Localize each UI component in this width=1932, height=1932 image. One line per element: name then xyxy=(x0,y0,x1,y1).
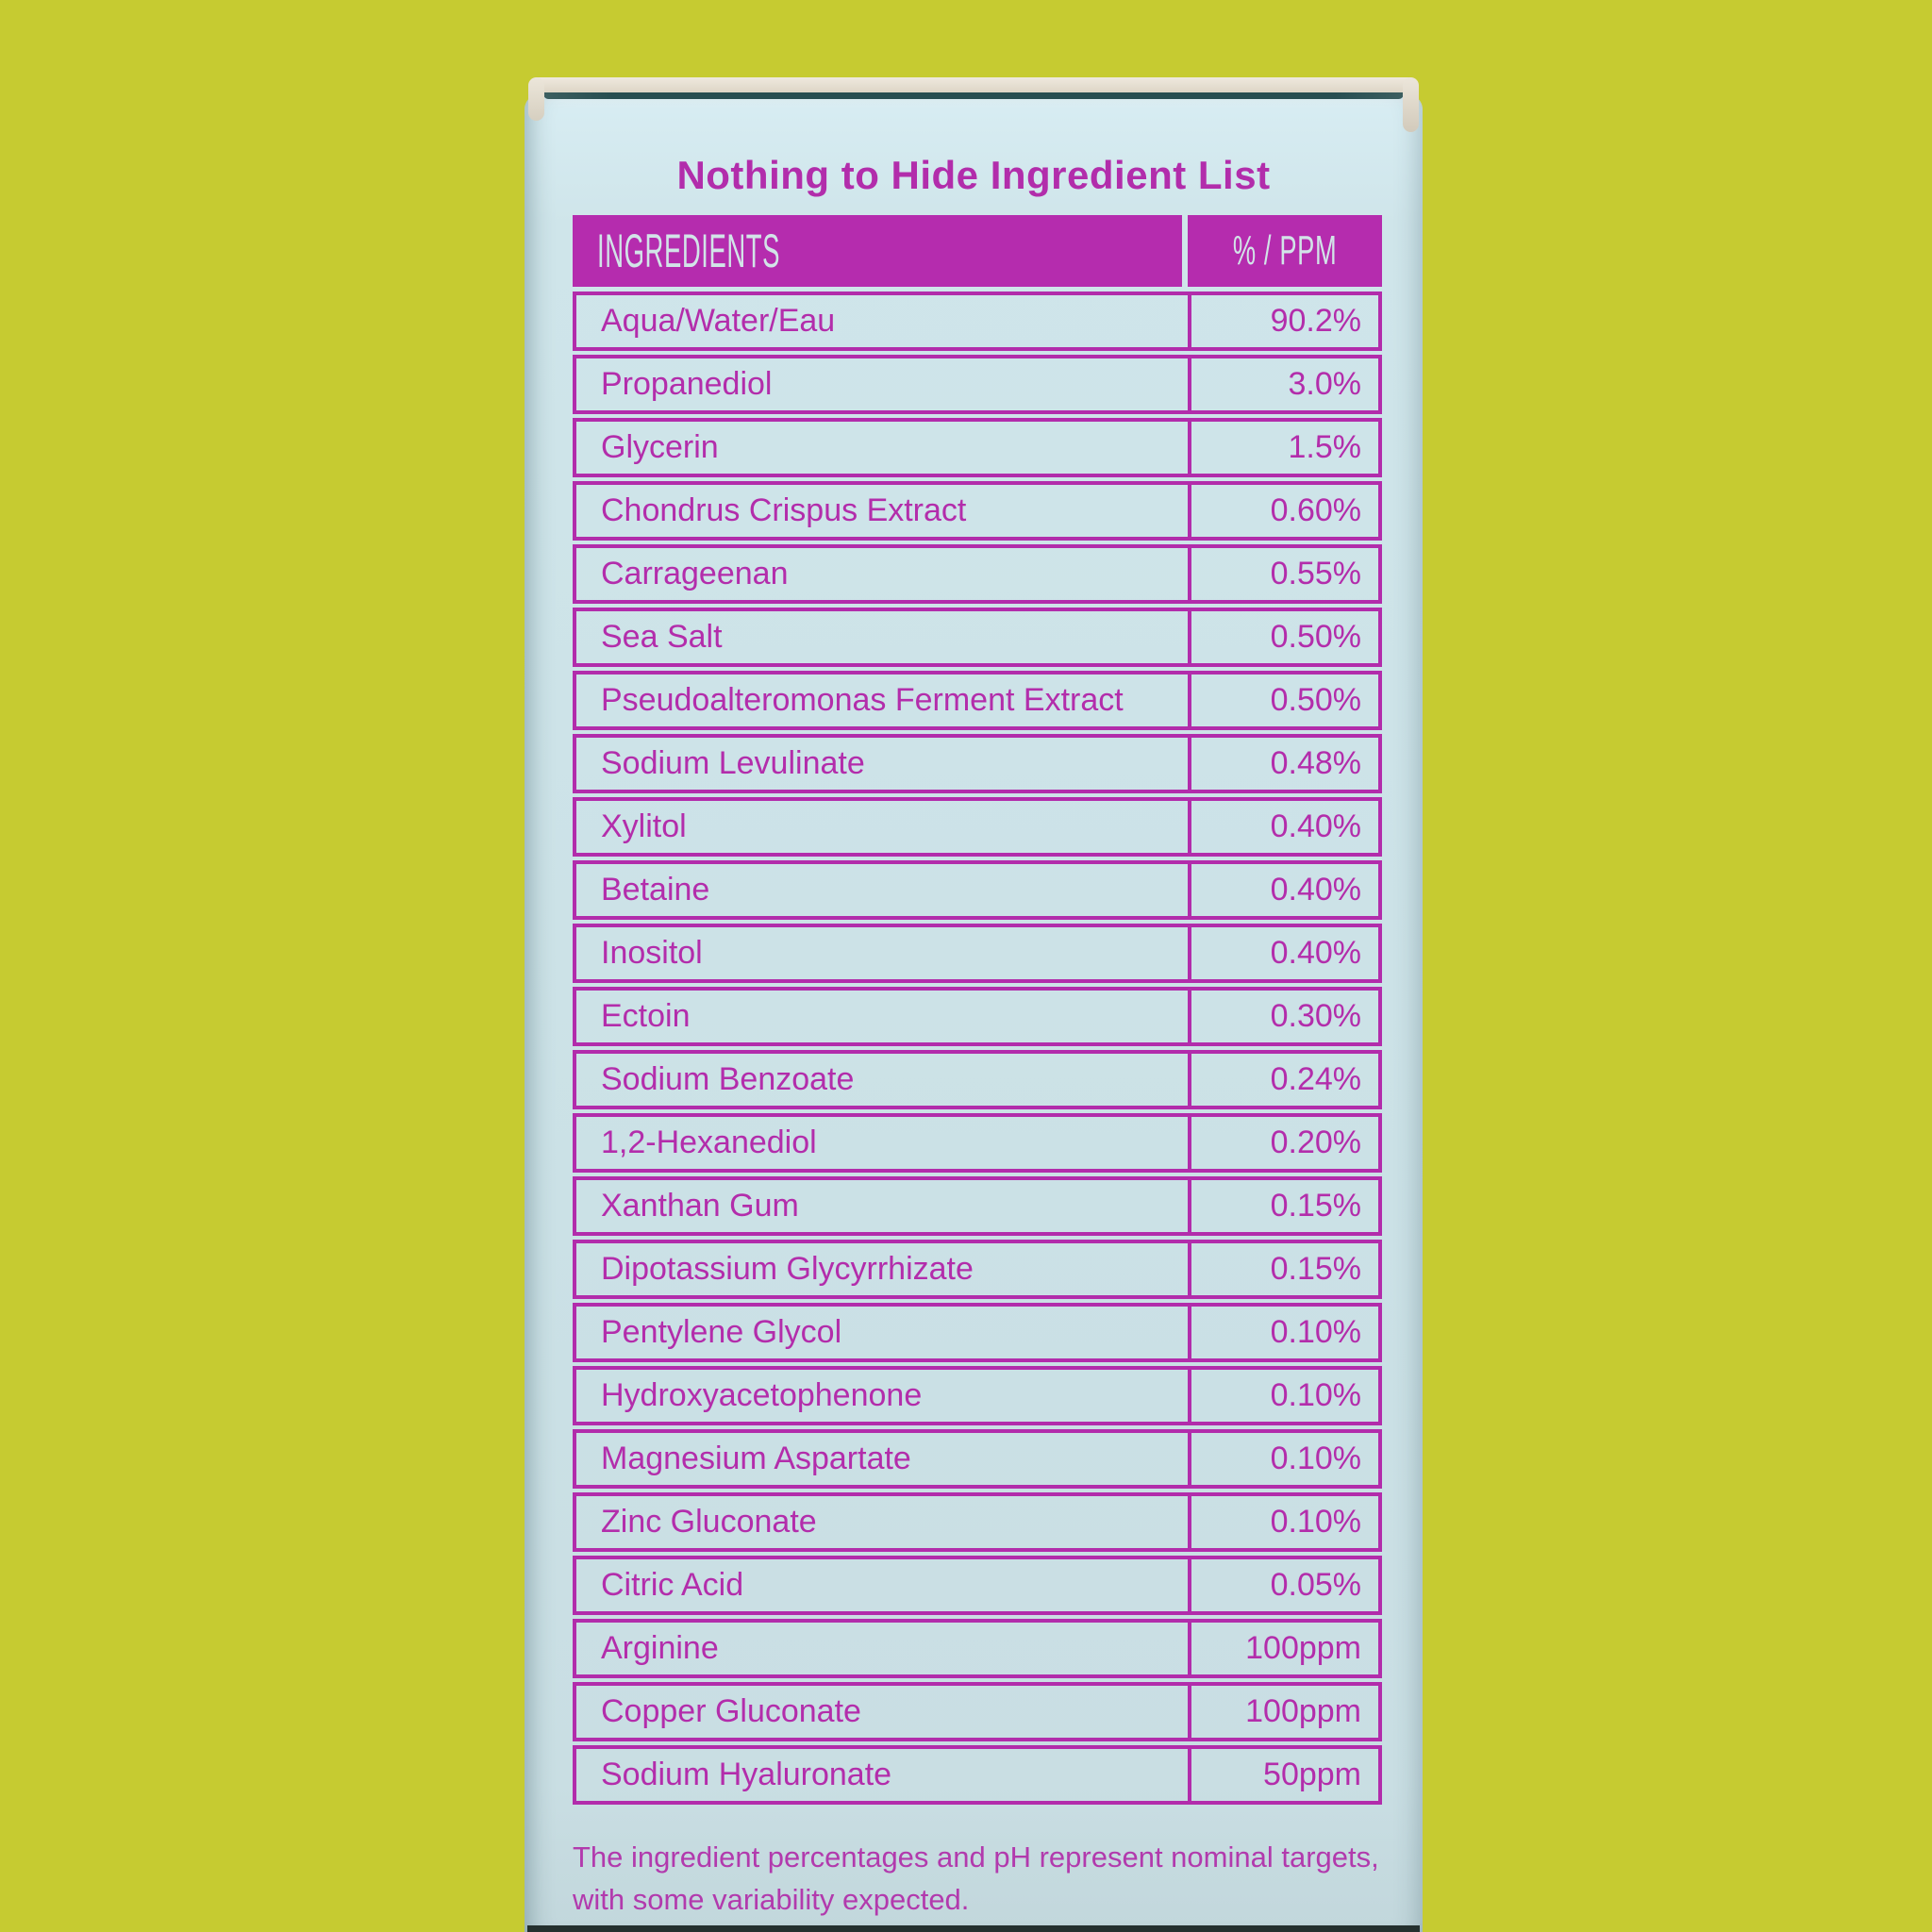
ingredient-value-cell: 0.05% xyxy=(1188,1559,1378,1611)
table-row: Betaine 0.40% xyxy=(573,860,1382,920)
table-row: Carrageenan 0.55% xyxy=(573,544,1382,604)
ingredient-name-cell: Inositol xyxy=(601,935,703,971)
ingredient-value-cell: 90.2% xyxy=(1188,295,1378,347)
ingredient-value-cell: 0.10% xyxy=(1188,1307,1378,1358)
ingredient-value-cell: 100ppm xyxy=(1188,1686,1378,1738)
column-header-percent-ppm: % / PPM xyxy=(1188,215,1382,287)
table-row: Arginine 100ppm xyxy=(573,1619,1382,1678)
table-row: Ectoin 0.30% xyxy=(573,987,1382,1046)
ingredient-value-cell: 0.40% xyxy=(1188,801,1378,853)
column-header-ingredients-label: INGREDIENTS xyxy=(597,225,780,277)
product-box: Nothing to Hide Ingredient List INGREDIE… xyxy=(525,77,1423,1932)
table-row: Xanthan Gum 0.15% xyxy=(573,1176,1382,1236)
ingredient-value-cell: 0.48% xyxy=(1188,738,1378,790)
ingredient-name-cell: Ectoin xyxy=(601,998,691,1034)
ingredient-value-cell: 0.30% xyxy=(1188,991,1378,1042)
table-row: Pseudoalteromonas Ferment Extract 0.50% xyxy=(573,671,1382,730)
ingredient-name-cell: Sodium Benzoate xyxy=(601,1061,855,1097)
table-row: Dipotassium Glycyrrhizate 0.15% xyxy=(573,1240,1382,1299)
table-row: Chondrus Crispus Extract 0.60% xyxy=(573,481,1382,541)
ingredient-name-cell: Chondrus Crispus Extract xyxy=(601,492,967,528)
ingredient-value-cell: 3.0% xyxy=(1188,358,1378,410)
table-row: Xylitol 0.40% xyxy=(573,797,1382,857)
ingredient-value-cell: 1.5% xyxy=(1188,422,1378,474)
table-row: Propanediol 3.0% xyxy=(573,355,1382,414)
ingredient-name-cell: Aqua/Water/Eau xyxy=(601,303,836,339)
table-row: Sodium Levulinate 0.48% xyxy=(573,734,1382,793)
table-row: Pentylene Glycol 0.10% xyxy=(573,1303,1382,1362)
ingredient-name-cell: 1,2-Hexanediol xyxy=(601,1124,817,1160)
table-row: Sodium Benzoate 0.24% xyxy=(573,1050,1382,1109)
ingredient-value-cell: 0.10% xyxy=(1188,1496,1378,1548)
ingredient-name-cell: Sodium Levulinate xyxy=(601,745,865,781)
ingredient-value-cell: 0.15% xyxy=(1188,1243,1378,1295)
table-header-row: INGREDIENTS % / PPM xyxy=(573,215,1382,287)
ingredient-name-cell: Dipotassium Glycyrrhizate xyxy=(601,1251,974,1287)
table-row: 1,2-Hexanediol 0.20% xyxy=(573,1113,1382,1173)
ingredient-value-cell: 0.55% xyxy=(1188,548,1378,600)
ingredient-value-cell: 0.40% xyxy=(1188,864,1378,916)
ingredient-name-cell: Sodium Hyaluronate xyxy=(601,1757,892,1792)
ingredient-value-cell: 0.24% xyxy=(1188,1054,1378,1106)
ingredient-name-cell: Betaine xyxy=(601,872,710,908)
column-header-percent-ppm-label: % / PPM xyxy=(1232,227,1338,274)
ingredient-table: INGREDIENTS % / PPM Aqua/Water/Eau 90.2%… xyxy=(573,215,1382,1808)
table-row: Glycerin 1.5% xyxy=(573,418,1382,477)
ingredient-value-cell: 0.20% xyxy=(1188,1117,1378,1169)
table-row: Inositol 0.40% xyxy=(573,924,1382,983)
ingredient-value-cell: 0.10% xyxy=(1188,1370,1378,1422)
ingredient-name-cell: Xylitol xyxy=(601,808,687,844)
table-body: Aqua/Water/Eau 90.2% Propanediol 3.0% Gl… xyxy=(573,291,1382,1805)
disclaimer-line-1: The ingredient percentages and pH repres… xyxy=(573,1840,1379,1874)
disclaimer-text: The ingredient percentages and pH repres… xyxy=(573,1836,1422,1921)
page-title: Nothing to Hide Ingredient List xyxy=(676,153,1271,197)
ingredient-value-cell: 0.50% xyxy=(1188,675,1378,726)
ingredient-name-cell: Xanthan Gum xyxy=(601,1188,799,1224)
disclaimer-line-2: with some variability expected. xyxy=(573,1883,970,1916)
ingredient-value-cell: 0.10% xyxy=(1188,1433,1378,1485)
ingredient-name-cell: Citric Acid xyxy=(601,1567,744,1603)
ingredient-name-cell: Pentylene Glycol xyxy=(601,1314,842,1350)
ingredient-name-cell: Glycerin xyxy=(601,429,719,465)
ingredient-name-cell: Zinc Gluconate xyxy=(601,1504,817,1540)
box-top-crease xyxy=(543,89,1404,99)
table-row: Hydroxyacetophenone 0.10% xyxy=(573,1366,1382,1425)
ingredient-name-cell: Hydroxyacetophenone xyxy=(601,1377,923,1413)
ingredient-value-cell: 0.50% xyxy=(1188,611,1378,663)
table-row: Citric Acid 0.05% xyxy=(573,1556,1382,1615)
box-bottom-edge xyxy=(527,1925,1420,1932)
ingredient-name-cell: Copper Gluconate xyxy=(601,1693,861,1729)
table-row: Aqua/Water/Eau 90.2% xyxy=(573,291,1382,351)
box-top-flap-edge xyxy=(528,77,1419,132)
table-row: Sodium Hyaluronate 50ppm xyxy=(573,1745,1382,1805)
ingredient-name-cell: Pseudoalteromonas Ferment Extract xyxy=(601,682,1124,718)
ingredient-value-cell: 0.40% xyxy=(1188,927,1378,979)
ingredient-name-cell: Magnesium Aspartate xyxy=(601,1441,911,1476)
table-row: Zinc Gluconate 0.10% xyxy=(573,1492,1382,1552)
column-header-ingredients: INGREDIENTS xyxy=(573,215,1182,287)
table-row: Magnesium Aspartate 0.10% xyxy=(573,1429,1382,1489)
ingredient-value-cell: 50ppm xyxy=(1188,1749,1378,1801)
box-front-face: Nothing to Hide Ingredient List INGREDIE… xyxy=(525,94,1423,1932)
ingredient-name-cell: Propanediol xyxy=(601,366,773,402)
table-row: Sea Salt 0.50% xyxy=(573,608,1382,667)
table-row: Copper Gluconate 100ppm xyxy=(573,1682,1382,1741)
ingredient-name-cell: Sea Salt xyxy=(601,619,723,655)
ingredient-name-cell: Carrageenan xyxy=(601,556,789,591)
ingredient-name-cell: Arginine xyxy=(601,1630,719,1666)
ingredient-value-cell: 100ppm xyxy=(1188,1623,1378,1674)
ingredient-value-cell: 0.15% xyxy=(1188,1180,1378,1232)
ingredient-value-cell: 0.60% xyxy=(1188,485,1378,537)
